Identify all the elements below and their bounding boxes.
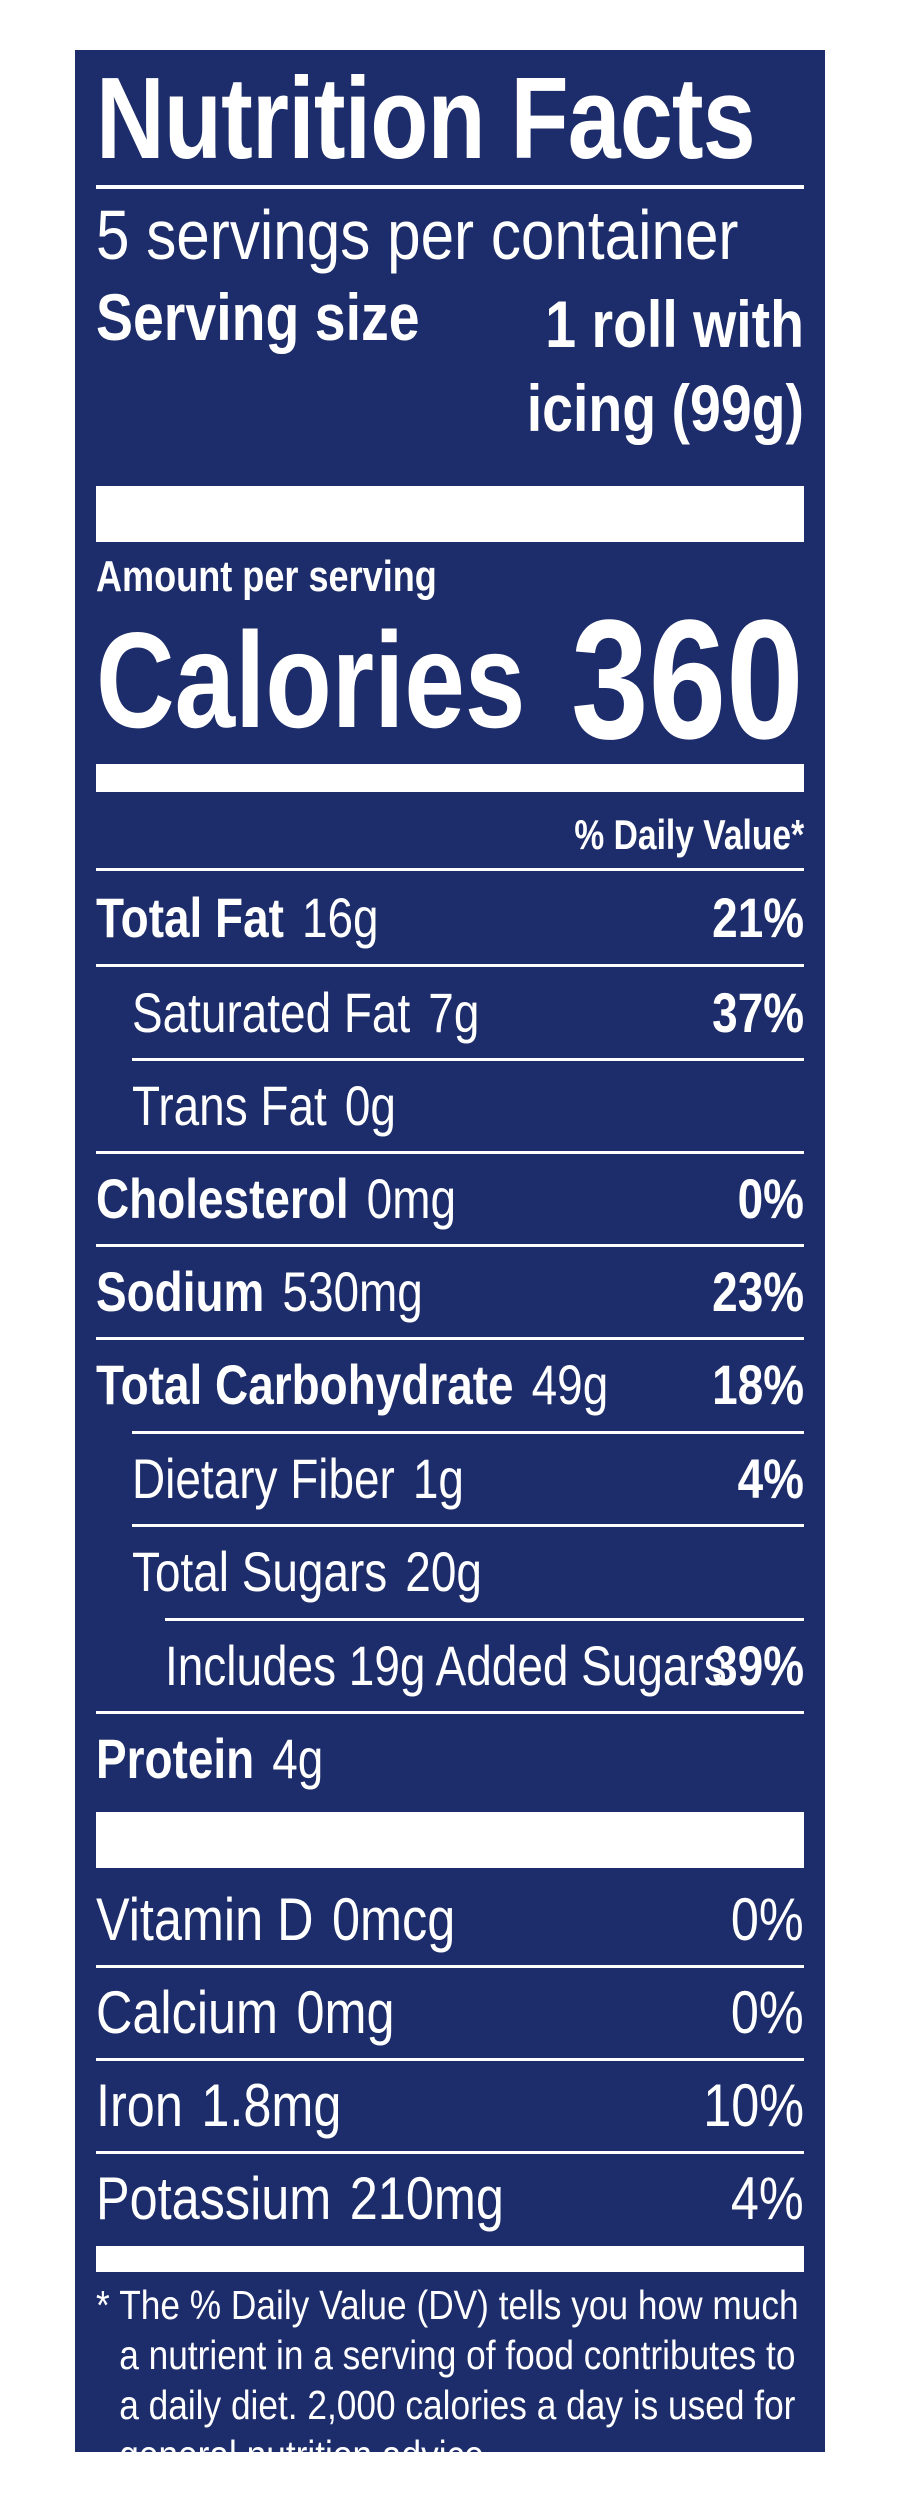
divider (96, 2058, 804, 2061)
nutrient-dv: 4% (737, 1447, 804, 1510)
nutrient-amount: 0g (344, 1074, 396, 1137)
vitamin-row-calcium: Calcium 0mg 0% (96, 1967, 804, 2059)
footnote-marker: * (96, 2282, 110, 2328)
nutrient-amount: 530mg (282, 1260, 423, 1323)
vitamin-dv: 4% (731, 2165, 804, 2232)
vitamin-amount: 210mg (349, 2165, 504, 2232)
thick-divider (96, 1812, 804, 1868)
nutrient-name: Total Sugars (132, 1540, 388, 1603)
vitamin-amount: 0mcg (332, 1886, 456, 1953)
nutrient-name: Cholesterol (96, 1167, 349, 1230)
nutrient-amount: 49g (531, 1353, 609, 1416)
divider (96, 868, 804, 871)
footnote: * The % Daily Value (DV) tells you how m… (96, 2280, 799, 2480)
nutrient-name: Total Carbohydrate (96, 1353, 514, 1416)
nutrient-name: Saturated Fat (132, 981, 411, 1044)
nutrient-row-dietary-fiber: Dietary Fiber 1g 4% (132, 1433, 804, 1525)
servings-per-container: 5 servings per container (96, 196, 739, 274)
divider (96, 1711, 804, 1714)
nutrient-amount: 7g (428, 981, 480, 1044)
label-title: Nutrition Facts (96, 53, 756, 183)
nutrient-amount: 0mg (366, 1167, 456, 1230)
nutrient-amount: 16g (301, 886, 379, 949)
vitamin-name: Iron (96, 2072, 183, 2139)
nutrient-row-total-sugars: Total Sugars 20g (132, 1526, 804, 1618)
nutrient-row-trans-fat: Trans Fat 0g (132, 1060, 804, 1152)
nutrient-name: Sodium (96, 1260, 265, 1323)
nutrient-row-saturated-fat: Saturated Fat 7g 37% (132, 967, 804, 1059)
vitamin-row-vitamin-d: Vitamin D 0mcg 0% (96, 1874, 804, 1966)
nutrient-row-total-carbohydrate: Total Carbohydrate 49g 18% (96, 1339, 804, 1431)
divider (96, 2151, 804, 2154)
calories-label: Calories (96, 604, 526, 756)
nutrient-amount: 4g (272, 1727, 324, 1790)
nutrient-amount: 1g (412, 1447, 464, 1510)
nutrient-row-sodium: Sodium 530mg 23% (96, 1246, 804, 1338)
thick-divider (96, 486, 804, 542)
nutrient-amount: 20g (405, 1540, 482, 1603)
vitamin-name: Vitamin D (96, 1886, 314, 1953)
divider (96, 1151, 804, 1154)
nutrition-facts-panel: Nutrition Facts 5 servings per container… (75, 50, 825, 2478)
divider (132, 1524, 804, 1527)
calories-value: 360 (571, 585, 804, 775)
vitamin-amount: 1.8mg (201, 2072, 342, 2139)
nutrient-name: Includes 19g Added Sugars (165, 1634, 727, 1697)
divider (96, 1337, 804, 1340)
vitamin-row-iron: Iron 1.8mg 10% (96, 2060, 804, 2152)
divider (96, 1965, 804, 1968)
nutrient-dv: 37% (712, 981, 804, 1044)
vitamin-dv: 0% (731, 1979, 804, 2046)
serving-size-value: 1 roll with icing (99g) (526, 287, 804, 445)
amount-per-serving: Amount per serving (96, 552, 437, 601)
nutrient-dv: 21% (712, 886, 804, 949)
nutrient-dv: 0% (737, 1167, 804, 1230)
vitamin-dv: 10% (703, 2072, 804, 2139)
footnote-text: The % Daily Value (DV) tells you how muc… (119, 2282, 799, 2478)
vitamin-name: Potassium (96, 2165, 332, 2232)
medium-divider (96, 764, 804, 792)
nutrient-name: Trans Fat (132, 1074, 327, 1137)
divider (96, 1244, 804, 1247)
vitamin-name: Calcium (96, 1979, 279, 2046)
nutrient-dv: 39% (712, 1634, 804, 1697)
nutrient-row-added-sugars: Includes 19g Added Sugars 39% (165, 1620, 804, 1712)
daily-value-header: % Daily Value* (574, 811, 804, 858)
divider (96, 185, 804, 189)
divider (165, 1618, 804, 1621)
nutrient-name: Protein (96, 1727, 255, 1790)
nutrient-name: Dietary Fiber (132, 1447, 395, 1510)
medium-divider (96, 2246, 804, 2272)
nutrient-dv: 18% (712, 1353, 804, 1416)
nutrient-row-cholesterol: Cholesterol 0mg 0% (96, 1153, 804, 1245)
nutrient-name: Total Fat (96, 886, 284, 949)
nutrient-row-total-fat: Total Fat 16g 21% (96, 872, 804, 964)
vitamin-amount: 0mg (296, 1979, 395, 2046)
vitamin-dv: 0% (731, 1886, 804, 1953)
nutrient-row-protein: Protein 4g (96, 1713, 804, 1805)
nutrient-dv: 23% (712, 1260, 804, 1323)
serving-size-label: Serving size (96, 280, 420, 354)
divider (96, 964, 804, 967)
vitamin-row-potassium: Potassium 210mg 4% (96, 2153, 804, 2245)
divider (132, 1058, 804, 1061)
divider (132, 1431, 804, 1434)
